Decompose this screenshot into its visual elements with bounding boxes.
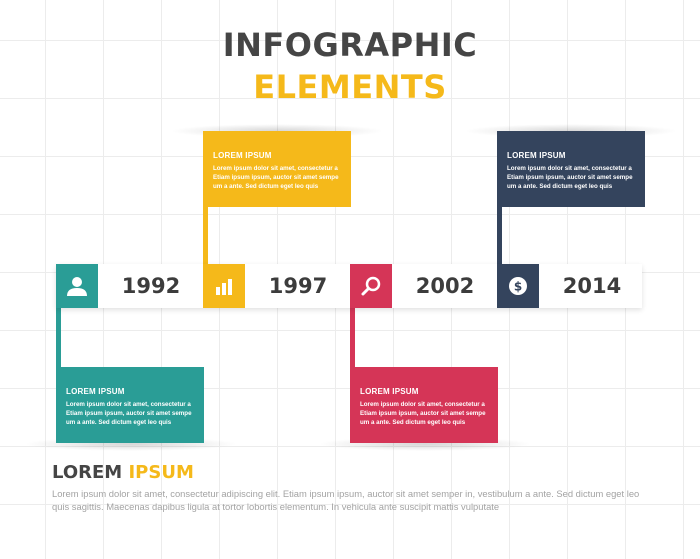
footer-title-word-1: LOREM (52, 462, 123, 483)
title-line-2: ELEMENTS (253, 68, 447, 106)
connector-stem-1997 (203, 170, 208, 270)
info-card-2014: LOREM IPSUM Lorem ipsum dolor sit amet, … (497, 131, 645, 207)
timeline-year-1997: 1997 (268, 274, 328, 298)
connector-stem-1992 (56, 300, 61, 400)
info-card-2002: LOREM IPSUM Lorem ipsum dolor sit amet, … (350, 367, 498, 443)
timeline-year-2014: 2014 (562, 274, 622, 298)
card-text: Lorem ipsum dolor sit amet, consectetur … (66, 401, 192, 426)
info-card-1997: LOREM IPSUM Lorem ipsum dolor sit amet, … (203, 131, 351, 207)
dollar-icon: $ (497, 264, 539, 308)
search-icon (350, 264, 392, 308)
card-text: Lorem ipsum dolor sit amet, consectetur … (507, 165, 633, 190)
card-text: Lorem ipsum dolor sit amet, consectetur … (360, 401, 486, 426)
timeline-bar: 1992 1997 2002 $ 2014 (56, 264, 642, 308)
card-heading: LOREM IPSUM (507, 151, 566, 160)
connector-stem-2014 (497, 170, 502, 270)
user-icon (56, 264, 98, 308)
timeline-year-2002: 2002 (415, 274, 475, 298)
title-line-1: INFOGRAPHIC (222, 26, 478, 64)
footer-title: LOREM IPSUM (52, 462, 194, 483)
footer-title-word-2: IPSUM (128, 462, 194, 483)
info-card-1992: LOREM IPSUM Lorem ipsum dolor sit amet, … (56, 367, 204, 443)
footer-body-text: Lorem ipsum dolor sit amet, consectetur … (52, 488, 640, 512)
card-heading: LOREM IPSUM (213, 151, 272, 160)
card-heading: LOREM IPSUM (66, 387, 125, 396)
svg-text:$: $ (514, 280, 522, 294)
connector-stem-2002 (350, 300, 355, 400)
card-text: Lorem ipsum dolor sit amet, consectetur … (213, 165, 339, 190)
timeline-year-1992: 1992 (121, 274, 181, 298)
bar-chart-icon (203, 264, 245, 308)
card-heading: LOREM IPSUM (360, 387, 419, 396)
